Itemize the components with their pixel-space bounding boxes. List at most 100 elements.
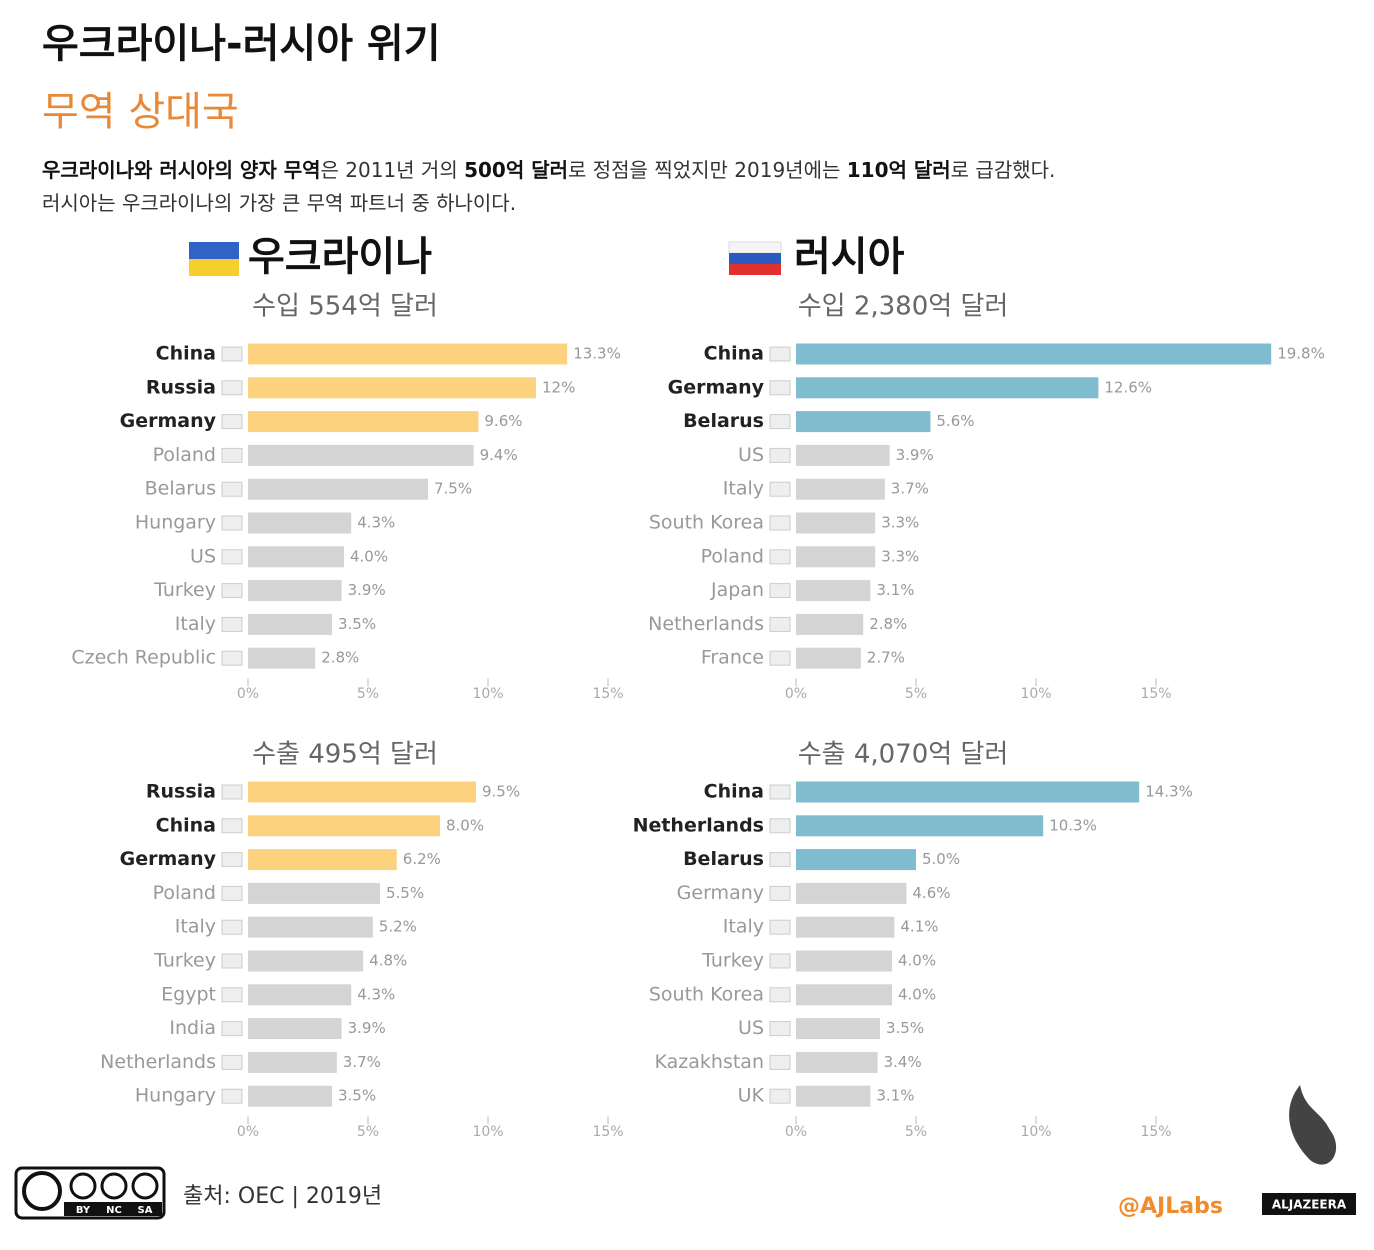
category-label: South Korea — [649, 983, 764, 1005]
x-tick-label: 10% — [1020, 686, 1051, 702]
bar — [248, 781, 476, 803]
bar — [796, 916, 895, 938]
category-label: Japan — [710, 579, 764, 601]
flag-placeholder — [769, 616, 791, 632]
value-label: 13.3% — [573, 345, 621, 363]
value-label: 5.0% — [922, 850, 960, 868]
flag-placeholder — [769, 447, 791, 463]
category-label: Germany — [120, 410, 217, 432]
description-text: 로 급감했다. — [951, 158, 1056, 182]
flag-placeholder — [769, 784, 791, 800]
flag-placeholder — [769, 818, 791, 834]
flag-placeholder — [221, 1021, 243, 1037]
flag-placeholder — [221, 346, 243, 362]
value-label: 10.3% — [1049, 816, 1097, 834]
flag-placeholder — [769, 549, 791, 565]
bar — [796, 377, 1099, 399]
flag-placeholder — [221, 447, 243, 463]
flag — [729, 264, 781, 275]
category-label: Turkey — [701, 950, 764, 972]
value-label: 19.8% — [1277, 345, 1325, 363]
bar — [248, 815, 440, 837]
value-label: 5.6% — [936, 412, 974, 430]
x-tick-label: 0% — [237, 686, 259, 702]
bar — [248, 411, 479, 433]
bar — [248, 444, 474, 466]
description: 우크라이나와 러시아의 양자 무역은 2011년 거의 500억 달러로 정점을… — [42, 158, 1055, 215]
bar — [796, 815, 1044, 837]
value-label: 5.2% — [379, 918, 417, 936]
category-label: Belarus — [683, 410, 764, 432]
bar — [796, 478, 885, 500]
category-label: Germany — [677, 882, 764, 904]
category-label: India — [169, 1017, 216, 1039]
flag-placeholder — [221, 885, 243, 901]
description-text: 러시아는 우크라이나의 가장 큰 무역 파트너 중 하나이다. — [42, 191, 516, 215]
description-text: 500억 달러 — [464, 158, 568, 182]
bar — [796, 781, 1140, 803]
bar — [248, 613, 332, 635]
flag-placeholder — [221, 987, 243, 1003]
flag-placeholder — [769, 1088, 791, 1104]
flag-placeholder — [769, 987, 791, 1003]
value-label: 12.6% — [1104, 378, 1152, 396]
value-label: 12% — [542, 378, 575, 396]
x-tick-label: 15% — [1140, 686, 1171, 702]
bar — [796, 343, 1272, 365]
charts: 수입 554억 달러 China 13.3% Russia 12% Germany 9.6%… — [71, 292, 1325, 1141]
license-label: BY — [76, 1205, 91, 1216]
flag-placeholder — [221, 583, 243, 599]
bar — [796, 950, 892, 972]
bar — [248, 377, 536, 399]
bar — [248, 1085, 332, 1107]
section-title: 러시아 — [794, 234, 905, 280]
flag-placeholder — [769, 481, 791, 497]
brand-box — [1262, 1193, 1356, 1215]
flag-placeholder — [769, 885, 791, 901]
flag-placeholder — [769, 414, 791, 430]
description-line: 우크라이나와 러시아의 양자 무역은 2011년 거의 500억 달러로 정점을… — [42, 158, 1055, 182]
x-tick-label: 15% — [592, 1124, 623, 1140]
value-label: 3.1% — [876, 1087, 914, 1105]
license-label: SA — [138, 1205, 153, 1216]
bar — [248, 984, 352, 1006]
category-label: Poland — [153, 882, 216, 904]
flag — [729, 253, 781, 264]
flag — [728, 241, 782, 254]
category-label: Hungary — [135, 1085, 216, 1107]
description-text: 은 2011년 거의 — [321, 158, 465, 182]
category-label: South Korea — [649, 512, 764, 534]
flag-placeholder — [769, 1021, 791, 1037]
bar — [796, 580, 871, 602]
flag-placeholder — [769, 953, 791, 969]
flag-placeholder — [769, 583, 791, 599]
category-label: Czech Republic — [71, 647, 216, 669]
flag-placeholder — [221, 784, 243, 800]
bar — [796, 1051, 878, 1073]
x-tick-label: 0% — [785, 1124, 807, 1140]
category-label: Turkey — [153, 950, 216, 972]
value-label: 4.6% — [912, 884, 950, 902]
value-label: 7.5% — [434, 480, 472, 498]
x-tick-label: 15% — [1140, 1124, 1171, 1140]
category-label: Poland — [153, 444, 216, 466]
x-tick-label: 5% — [905, 1124, 927, 1140]
x-tick-label: 10% — [472, 686, 503, 702]
value-label: 4.8% — [369, 952, 407, 970]
category-label: Poland — [701, 545, 764, 567]
value-label: 9.6% — [484, 412, 522, 430]
value-label: 4.3% — [357, 514, 395, 532]
description-text: 로 정점을 찍었지만 2019년에는 — [568, 158, 847, 182]
flag-placeholder — [769, 515, 791, 531]
bar — [248, 478, 428, 500]
value-label: 2.8% — [869, 615, 907, 633]
x-tick-label: 15% — [592, 686, 623, 702]
value-label: 3.5% — [338, 1087, 376, 1105]
value-label: 6.2% — [403, 850, 441, 868]
flag-placeholder — [221, 414, 243, 430]
category-label: Russia — [146, 376, 216, 398]
category-label: China — [704, 343, 764, 365]
value-label: 9.4% — [480, 446, 518, 464]
